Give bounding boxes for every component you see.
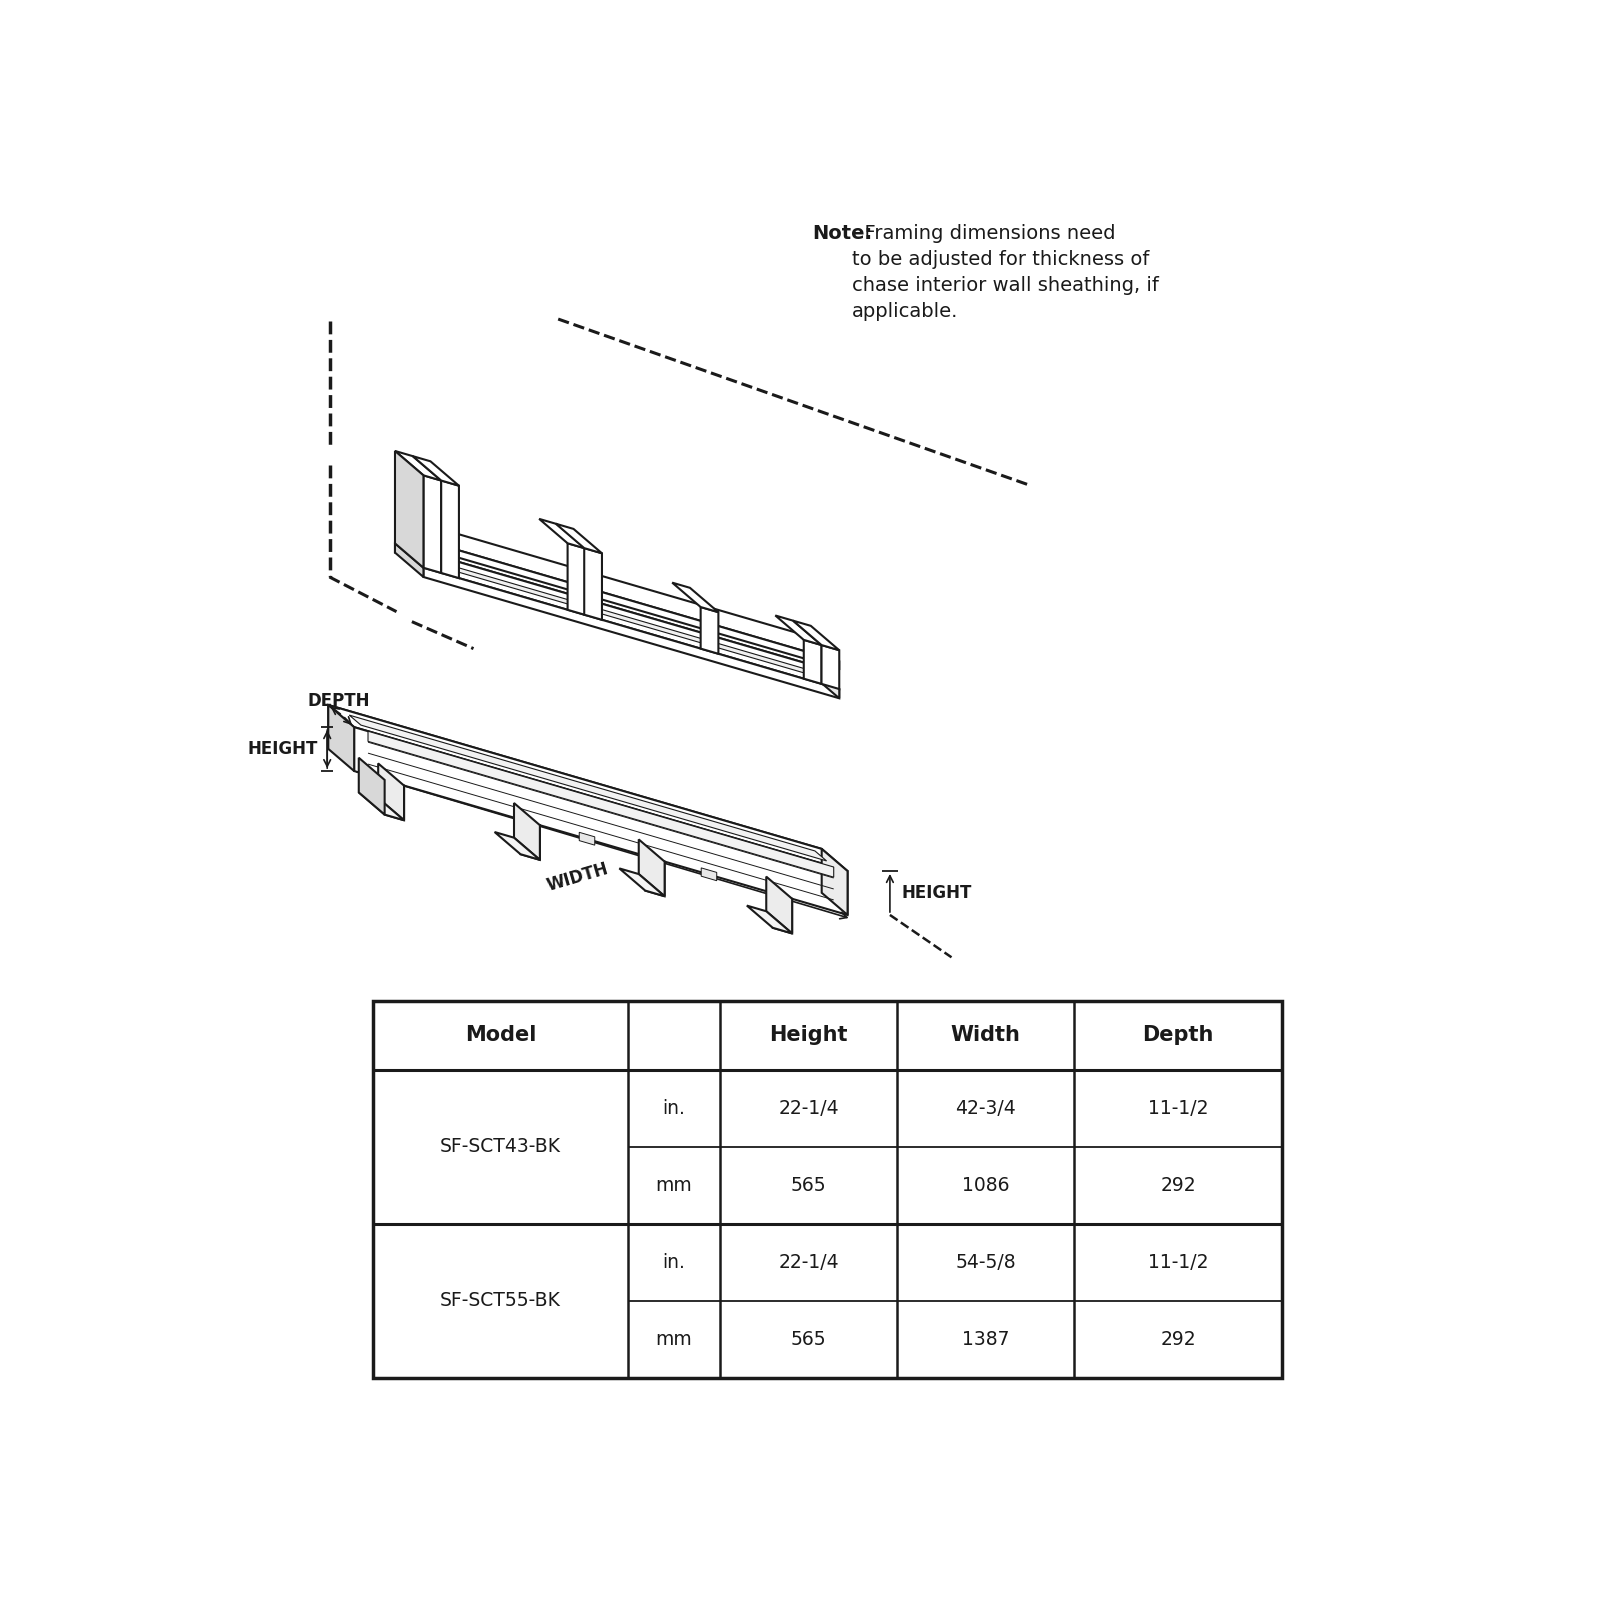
Text: in.: in. — [662, 1099, 685, 1118]
Polygon shape — [638, 840, 664, 896]
Polygon shape — [822, 850, 848, 915]
Polygon shape — [328, 706, 354, 771]
Polygon shape — [520, 819, 539, 859]
Polygon shape — [773, 893, 792, 933]
Text: SF-SCT43-BK: SF-SCT43-BK — [440, 1138, 562, 1157]
Text: 42-3/4: 42-3/4 — [955, 1099, 1016, 1118]
Text: Framing dimensions need
to be adjusted for thickness of
chase interior wall shea: Framing dimensions need to be adjusted f… — [853, 224, 1160, 320]
Text: 22-1/4: 22-1/4 — [778, 1253, 838, 1272]
Text: 292: 292 — [1160, 1176, 1195, 1195]
Polygon shape — [395, 451, 442, 480]
Text: SF-SCT55-BK: SF-SCT55-BK — [440, 1291, 562, 1310]
Text: HEIGHT: HEIGHT — [901, 885, 971, 902]
Polygon shape — [442, 480, 459, 578]
Text: 1086: 1086 — [962, 1176, 1010, 1195]
Polygon shape — [395, 451, 424, 568]
Polygon shape — [354, 726, 848, 915]
Polygon shape — [701, 606, 718, 654]
Polygon shape — [424, 475, 442, 573]
Polygon shape — [384, 779, 405, 821]
Polygon shape — [821, 645, 840, 690]
Text: Depth: Depth — [1142, 1026, 1214, 1045]
Polygon shape — [539, 518, 586, 549]
Polygon shape — [776, 616, 821, 645]
Polygon shape — [555, 523, 602, 554]
Text: Model: Model — [464, 1026, 536, 1045]
Polygon shape — [811, 664, 840, 698]
Polygon shape — [395, 544, 424, 578]
Text: Width: Width — [950, 1026, 1021, 1045]
Polygon shape — [424, 541, 840, 669]
Polygon shape — [328, 706, 822, 893]
Polygon shape — [358, 758, 384, 814]
Polygon shape — [358, 792, 405, 821]
Text: DEPTH: DEPTH — [307, 693, 370, 710]
Polygon shape — [794, 621, 840, 650]
Polygon shape — [368, 731, 834, 877]
Text: 11-1/2: 11-1/2 — [1147, 1253, 1208, 1272]
Polygon shape — [584, 549, 602, 619]
Polygon shape — [413, 456, 459, 486]
Polygon shape — [579, 832, 595, 845]
Polygon shape — [514, 803, 539, 859]
Polygon shape — [395, 544, 840, 690]
Polygon shape — [766, 877, 792, 933]
Text: Note:: Note: — [813, 224, 872, 243]
Polygon shape — [349, 715, 827, 861]
Text: 565: 565 — [790, 1176, 826, 1195]
Polygon shape — [328, 706, 848, 870]
Polygon shape — [424, 568, 840, 698]
Text: 292: 292 — [1160, 1330, 1195, 1349]
Polygon shape — [803, 640, 821, 683]
Text: mm: mm — [656, 1176, 693, 1195]
Polygon shape — [494, 832, 539, 859]
Text: mm: mm — [656, 1330, 693, 1349]
Polygon shape — [619, 869, 664, 896]
Text: 565: 565 — [790, 1330, 826, 1349]
Polygon shape — [378, 763, 405, 821]
Text: Height: Height — [770, 1026, 848, 1045]
Bar — [373, 1000, 1282, 1378]
Polygon shape — [568, 544, 586, 614]
Polygon shape — [672, 582, 718, 613]
Polygon shape — [395, 544, 811, 674]
Text: 54-5/8: 54-5/8 — [955, 1253, 1016, 1272]
Text: 22-1/4: 22-1/4 — [778, 1099, 838, 1118]
Text: WIDTH: WIDTH — [544, 859, 611, 894]
Text: in.: in. — [662, 1253, 685, 1272]
Text: 11-1/2: 11-1/2 — [1147, 1099, 1208, 1118]
Text: 1387: 1387 — [962, 1330, 1010, 1349]
Polygon shape — [422, 557, 811, 675]
Polygon shape — [395, 515, 840, 661]
Polygon shape — [701, 867, 717, 880]
Polygon shape — [645, 856, 664, 896]
Polygon shape — [747, 906, 792, 933]
Text: HEIGHT: HEIGHT — [248, 741, 318, 758]
